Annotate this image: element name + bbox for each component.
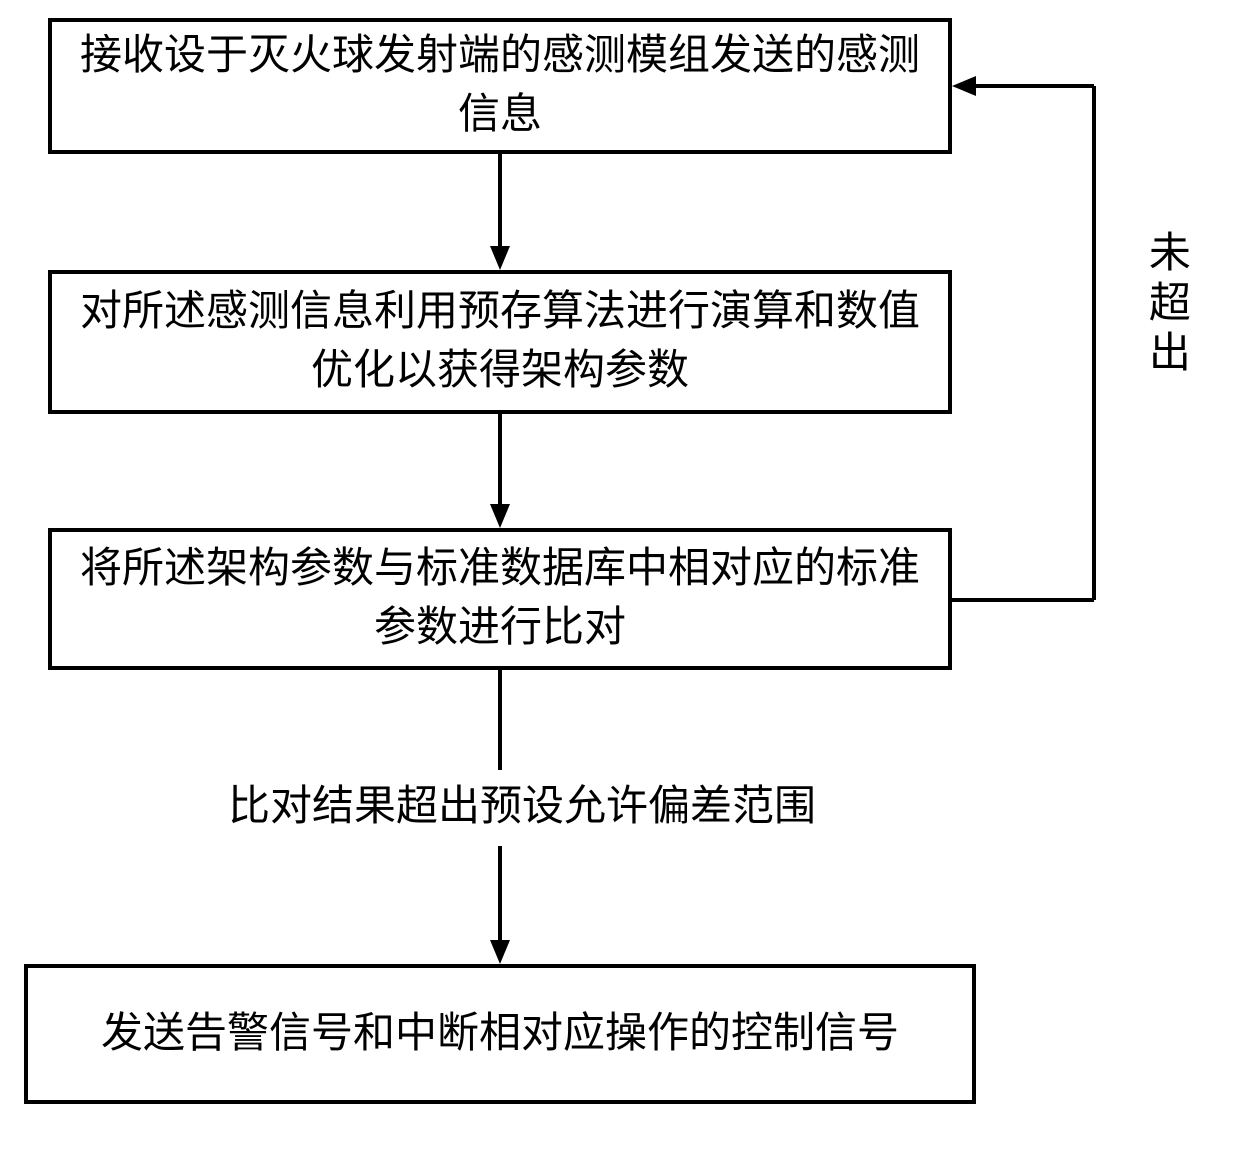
feedback-loop [952, 66, 1112, 620]
label-exceed-range: 比对结果超出预设允许偏差范围 [202, 780, 842, 835]
arrow-2-to-3 [488, 414, 512, 528]
step-send-alarm-text: 发送告警信号和中断相对应操作的控制信号 [101, 1005, 899, 1064]
label-exceed-range-text: 比对结果超出预设允许偏差范围 [228, 784, 816, 830]
arrow-1-to-2 [488, 154, 512, 270]
flowchart-container: 接收设于灭火球发射端的感测模组发送的感测信息 对所述感测信息利用预存算法进行演算… [0, 0, 1240, 1172]
step-receive-sensor: 接收设于灭火球发射端的感测模组发送的感测信息 [48, 18, 952, 154]
step-compute-params: 对所述感测信息利用预存算法进行演算和数值优化以获得架构参数 [48, 270, 952, 414]
step-compare-params: 将所述架构参数与标准数据库中相对应的标准参数进行比对 [48, 528, 952, 670]
step-send-alarm: 发送告警信号和中断相对应操作的控制信号 [24, 964, 976, 1104]
arrow-label-to-4 [488, 846, 512, 964]
step-receive-sensor-text: 接收设于灭火球发射端的感测模组发送的感测信息 [72, 27, 928, 145]
label-not-exceed: 未超出 [1140, 230, 1190, 380]
step-compare-params-text: 将所述架构参数与标准数据库中相对应的标准参数进行比对 [72, 540, 928, 658]
step-compute-params-text: 对所述感测信息利用预存算法进行演算和数值优化以获得架构参数 [72, 283, 928, 401]
label-not-exceed-text: 未超出 [1142, 230, 1188, 380]
line-3-to-label [488, 670, 512, 770]
